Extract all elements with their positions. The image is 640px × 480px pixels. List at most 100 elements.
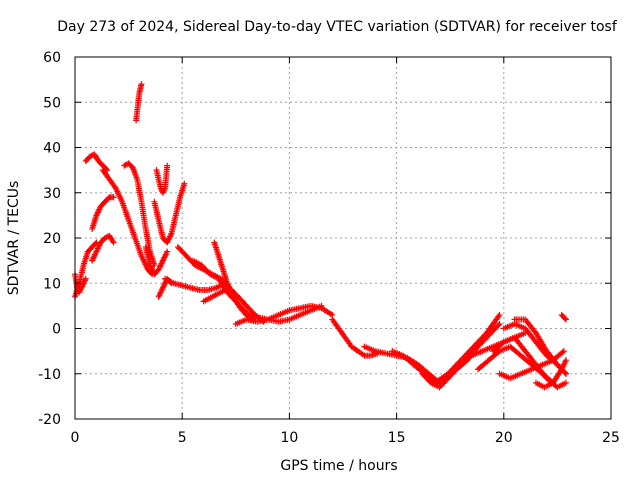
data-trail-mark: [118, 197, 125, 204]
data-trail-mark: [442, 377, 449, 384]
data-trail-mark: [495, 349, 502, 356]
data-trail-mark: [398, 351, 405, 358]
data-trail-mark: [559, 349, 566, 356]
y-tick-label: 20: [43, 231, 61, 247]
y-tick-label: -20: [38, 412, 61, 428]
data-trail-mark: [273, 312, 280, 319]
data-trail-mark: [80, 263, 87, 270]
series-arc-5: [89, 232, 117, 264]
data-point: [562, 316, 569, 323]
data-trail-mark: [108, 236, 115, 243]
data-trail-mark: [92, 214, 99, 221]
data-trail-mark: [557, 367, 564, 374]
data-trail-mark: [177, 282, 184, 289]
data-trail-mark: [104, 196, 111, 203]
data-trail-mark: [79, 281, 86, 288]
data-trail-mark: [133, 174, 140, 181]
data-trail-mark: [499, 340, 506, 347]
data-trail-mark: [163, 250, 170, 257]
x-tick-label: 0: [71, 430, 80, 446]
data-trail-mark: [159, 286, 166, 293]
data-trail-mark: [82, 277, 89, 284]
series-arc-18: [232, 302, 336, 327]
data-trail-mark: [531, 337, 538, 344]
series-arc-30: [496, 348, 567, 382]
data-trail-mark: [531, 328, 538, 335]
data-trail-mark: [131, 233, 138, 240]
series-arc-19: [243, 302, 325, 325]
data-trail-mark: [483, 359, 490, 366]
data-trail-mark: [542, 346, 549, 353]
data-trail-mark: [211, 285, 218, 292]
data-trail-mark: [561, 380, 568, 387]
data-trail-mark: [481, 332, 488, 339]
data-trail-mark: [408, 359, 415, 366]
data-trail-mark: [232, 291, 239, 298]
data-trail-mark: [425, 377, 432, 384]
data-trail-mark: [161, 186, 168, 193]
data-trail-mark: [232, 296, 239, 303]
x-tick-label: 20: [495, 430, 513, 446]
data-trail-mark: [334, 323, 341, 330]
data-trail-mark: [223, 278, 230, 285]
data-trail-mark: [97, 160, 104, 167]
series-arc-3: [82, 151, 111, 174]
data-trail-mark: [138, 196, 145, 203]
data-trail-mark: [284, 316, 291, 323]
data-trail-mark: [252, 313, 259, 320]
data-trail-mark: [153, 268, 160, 275]
series-arc-7: [121, 160, 158, 269]
data-trail-mark: [465, 354, 472, 361]
y-axis-label: SDTVAR / TECUs: [6, 181, 22, 296]
data-trail-mark: [562, 358, 569, 365]
data-trail-mark: [526, 366, 533, 373]
data-trail-mark: [167, 231, 174, 238]
data-trail-mark: [99, 201, 106, 208]
data-trail-mark: [477, 348, 484, 355]
data-trail-mark: [455, 363, 462, 370]
data-trail-mark: [561, 315, 568, 322]
data-trail-mark: [316, 303, 323, 310]
data-trail-mark: [495, 313, 502, 320]
series-arc-24: [432, 311, 503, 386]
data-trail-mark: [493, 350, 500, 357]
data-trail-mark: [306, 308, 313, 315]
x-tick-label: 25: [602, 430, 620, 446]
series-arc-32: [558, 311, 569, 323]
series-arc-9: [142, 244, 171, 278]
data-trail-mark: [494, 323, 501, 330]
data-trail-mark: [157, 290, 164, 297]
data-trail-mark: [186, 284, 193, 291]
data-trail-mark: [181, 250, 188, 257]
x-tick-label: 10: [280, 430, 298, 446]
data-trail-mark: [99, 237, 106, 244]
data-trail-mark: [520, 330, 527, 337]
data-trail-mark: [467, 353, 474, 360]
data-trail-mark: [516, 371, 523, 378]
data-trail-mark: [558, 350, 565, 357]
data-trail-mark: [138, 82, 145, 89]
x-tick-label: 15: [388, 430, 406, 446]
data-trail-mark: [111, 183, 118, 190]
series-arc-31: [532, 357, 569, 391]
data-trail-mark: [87, 246, 94, 253]
data-trail-mark: [521, 346, 528, 353]
series-arc-6: [99, 167, 156, 278]
data-trail-mark: [341, 333, 348, 340]
data-trail-mark: [548, 357, 555, 364]
data-trail-mark: [142, 224, 149, 231]
y-tick-label: 10: [43, 276, 61, 292]
data-trail-mark: [172, 214, 179, 221]
data-trail-mark: [161, 281, 168, 288]
data-trail-mark: [155, 215, 162, 222]
series-arc-20: [329, 316, 381, 359]
data-trail-mark: [91, 241, 98, 248]
data-trail-mark: [359, 351, 366, 358]
plot-area: [72, 81, 569, 391]
data-trail-mark: [525, 359, 532, 366]
y-tick-label: 30: [43, 186, 61, 202]
data-trail-mark: [127, 162, 134, 169]
data-trail-mark: [509, 335, 516, 342]
data-trail-mark: [207, 294, 214, 301]
data-trail-mark: [159, 259, 166, 266]
